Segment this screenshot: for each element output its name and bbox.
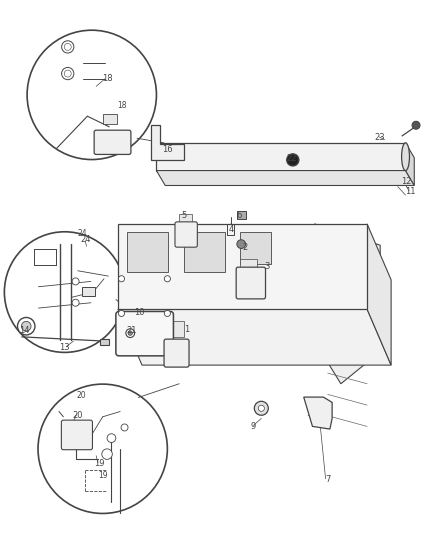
- Text: 14: 14: [19, 326, 29, 335]
- FancyBboxPatch shape: [116, 311, 173, 356]
- Polygon shape: [118, 309, 391, 365]
- Text: 19: 19: [98, 471, 108, 480]
- Circle shape: [126, 329, 135, 337]
- Circle shape: [62, 41, 74, 53]
- Text: 21: 21: [127, 326, 137, 335]
- Polygon shape: [156, 171, 414, 185]
- Text: 20: 20: [76, 391, 86, 400]
- Circle shape: [128, 331, 132, 335]
- Bar: [237, 211, 246, 219]
- Circle shape: [27, 30, 156, 159]
- Text: 16: 16: [162, 145, 172, 154]
- Circle shape: [164, 276, 170, 282]
- Bar: [127, 232, 168, 272]
- Text: 23: 23: [375, 133, 385, 142]
- Text: 19: 19: [94, 459, 105, 468]
- Circle shape: [237, 240, 246, 248]
- Circle shape: [121, 424, 128, 431]
- Circle shape: [118, 276, 125, 282]
- Bar: [82, 287, 95, 296]
- Circle shape: [64, 70, 71, 77]
- Text: 6: 6: [237, 212, 242, 220]
- Circle shape: [72, 299, 79, 306]
- Circle shape: [21, 321, 31, 331]
- Text: 4: 4: [229, 225, 234, 233]
- Bar: [100, 339, 109, 345]
- FancyBboxPatch shape: [175, 222, 198, 247]
- Polygon shape: [151, 125, 184, 160]
- Text: 3: 3: [265, 262, 270, 271]
- Bar: [240, 232, 271, 264]
- Bar: [227, 224, 234, 235]
- Text: 5: 5: [181, 212, 186, 220]
- Text: 13: 13: [59, 343, 70, 352]
- Circle shape: [287, 154, 299, 166]
- Circle shape: [412, 122, 420, 129]
- Text: 9: 9: [251, 422, 256, 431]
- FancyBboxPatch shape: [164, 339, 189, 367]
- Circle shape: [38, 384, 167, 513]
- Polygon shape: [315, 224, 380, 384]
- Polygon shape: [156, 143, 406, 171]
- Text: 2: 2: [242, 244, 247, 252]
- Text: 7: 7: [325, 475, 330, 484]
- Text: 18: 18: [118, 101, 127, 110]
- Bar: [103, 114, 117, 124]
- Circle shape: [164, 310, 170, 317]
- Circle shape: [4, 232, 125, 352]
- Circle shape: [258, 405, 264, 411]
- Circle shape: [107, 434, 116, 442]
- Bar: [240, 259, 257, 277]
- Bar: [184, 232, 225, 272]
- Bar: [168, 321, 184, 337]
- Circle shape: [102, 449, 112, 459]
- Circle shape: [118, 310, 125, 317]
- Circle shape: [72, 278, 79, 285]
- Text: 12: 12: [401, 177, 412, 185]
- Bar: [179, 214, 192, 228]
- Polygon shape: [118, 224, 367, 309]
- FancyBboxPatch shape: [236, 267, 266, 299]
- Circle shape: [17, 318, 35, 335]
- Text: 10: 10: [134, 309, 144, 317]
- Circle shape: [62, 68, 74, 79]
- Text: 11: 11: [406, 188, 416, 196]
- FancyBboxPatch shape: [94, 130, 131, 155]
- Polygon shape: [367, 224, 391, 365]
- Ellipse shape: [402, 143, 409, 171]
- Circle shape: [254, 401, 268, 415]
- Text: 22: 22: [287, 155, 297, 163]
- Text: 1: 1: [184, 325, 190, 334]
- Polygon shape: [406, 143, 414, 185]
- Text: 24: 24: [77, 229, 87, 238]
- Text: 18: 18: [102, 75, 112, 83]
- Text: 20: 20: [73, 411, 83, 420]
- Text: 24: 24: [80, 236, 90, 244]
- Circle shape: [64, 43, 71, 51]
- Polygon shape: [304, 397, 332, 429]
- FancyBboxPatch shape: [61, 420, 93, 450]
